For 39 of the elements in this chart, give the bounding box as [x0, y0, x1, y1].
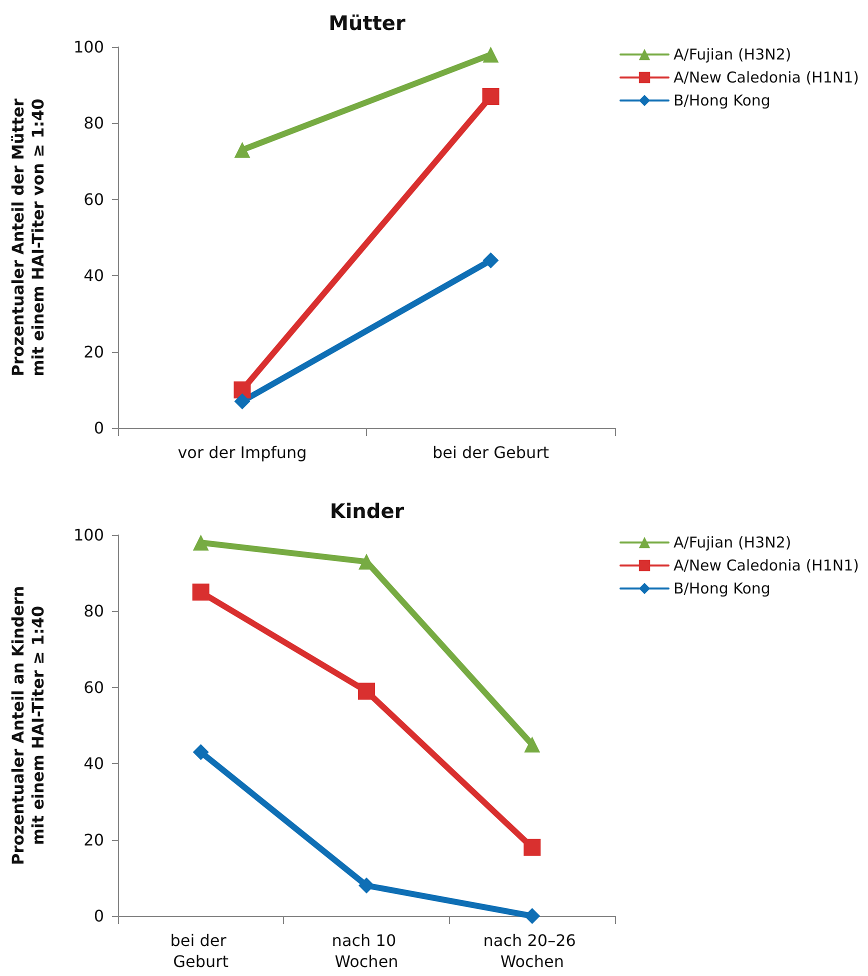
y-tick-label: 100 — [73, 38, 104, 56]
x-tick-label: vor der Impfung — [178, 443, 307, 462]
point — [192, 584, 210, 601]
point — [482, 88, 500, 106]
x-tick-label: nach 20–26 Wochen — [483, 931, 582, 971]
y-tick-label: 60 — [84, 190, 104, 209]
y-tick-label: 20 — [84, 342, 104, 362]
y-tick-label: 40 — [84, 266, 104, 286]
point — [234, 381, 251, 398]
legend-label: B/Hong Kong — [674, 92, 770, 110]
y-tick-label: 40 — [84, 754, 104, 774]
y-tick-label: 20 — [84, 830, 104, 850]
point — [192, 744, 209, 760]
x-tick-label: bei der Geburt — [170, 931, 232, 971]
legend-label: A/New Caledonia (H1N1) — [674, 68, 860, 86]
point — [358, 878, 374, 894]
y-tick-label: 0 — [94, 906, 104, 926]
point — [192, 534, 209, 551]
x-tick-label: nach 10 Wochen — [332, 931, 402, 971]
legend-label: A/New Caledonia (H1N1) — [674, 556, 860, 574]
legend-label: A/Fujian (H3N2) — [674, 534, 792, 552]
chart-title: Mütter — [328, 11, 406, 35]
point — [524, 736, 540, 753]
y-axis-title: Prozentualer Anteil an Kindern mit einem HAI-Titer ≥ 1:40 — [8, 586, 48, 866]
y-tick-label: 60 — [84, 678, 104, 697]
legend-label: A/Fujian (H3N2) — [674, 46, 792, 64]
y-tick-label: 80 — [84, 114, 104, 133]
chart-title: Kinder — [330, 499, 404, 523]
point — [482, 252, 499, 268]
y-tick-label: 0 — [94, 418, 104, 438]
point — [524, 838, 541, 856]
x-tick-label: bei der Geburt — [432, 443, 550, 462]
legend-label: B/Hong Kong — [674, 580, 770, 598]
y-axis-title: Prozentualer Anteil der Mütter mit einem HAI-Titer von ≥ 1:40 — [8, 98, 48, 376]
point — [358, 682, 375, 700]
point — [524, 908, 540, 924]
point — [234, 393, 250, 410]
y-tick-label: 100 — [73, 526, 104, 544]
y-tick-label: 80 — [84, 602, 104, 621]
